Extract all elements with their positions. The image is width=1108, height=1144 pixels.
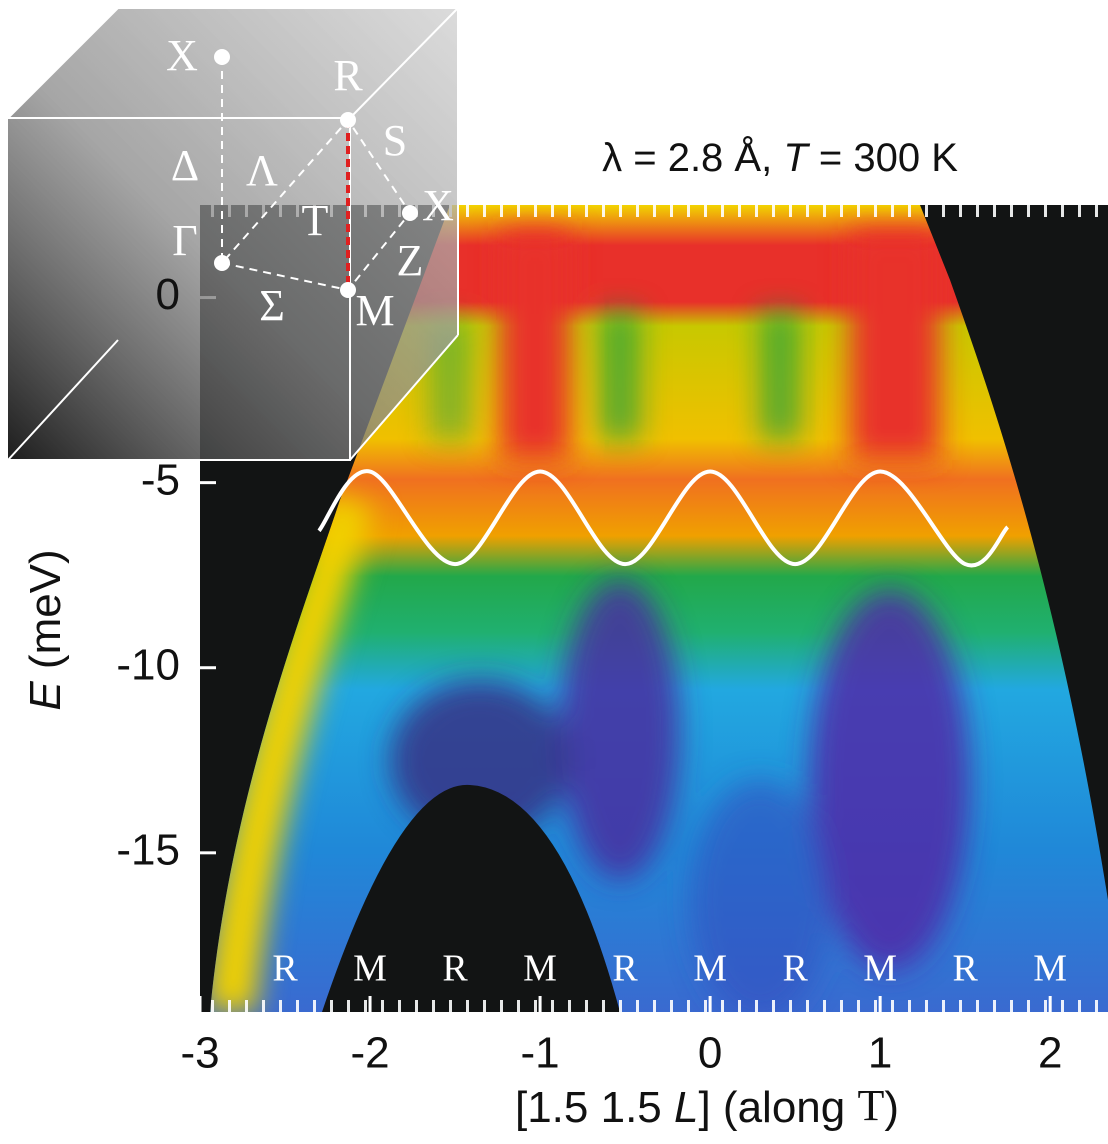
zone-point-label: R	[272, 948, 298, 990]
text-part: E	[21, 681, 70, 711]
figure: -3-2-1012λ = 2.8 Å, T = 300 K[1.5 1.5 L]…	[0, 0, 1108, 1144]
zone-point	[214, 255, 230, 271]
x-tick-label: 1	[868, 1029, 892, 1078]
zone-point	[340, 282, 356, 298]
zone-label: Z	[397, 236, 424, 285]
y-tick-label: -15	[116, 825, 180, 874]
x-tick-label: -2	[350, 1029, 389, 1078]
zone-label: X	[166, 31, 198, 80]
text-part: T	[783, 136, 810, 180]
text-part: = 300 K	[808, 136, 958, 180]
minor-ticks	[200, 1000, 1108, 1012]
zone-label: T	[302, 196, 329, 245]
x-label-parts: [1.5 1.5 L] (along T)	[515, 1081, 899, 1132]
title-parts: λ = 2.8 Å, T = 300 K	[602, 135, 958, 180]
zone-point-label: R	[612, 948, 638, 990]
text-part: L	[674, 1083, 698, 1132]
text-part: )	[884, 1083, 899, 1132]
zone-point-label: R	[782, 948, 808, 990]
x-tick-label: 2	[1038, 1029, 1062, 1078]
y-tick-label: -10	[116, 640, 180, 689]
zone-point-label: M	[693, 948, 727, 990]
zone-point-label: R	[442, 948, 468, 990]
zone-point-label: M	[1033, 948, 1067, 990]
text-part: T	[857, 1081, 884, 1130]
text-part: λ = 2.8 Å,	[602, 135, 783, 180]
zone-label: M	[355, 286, 394, 335]
y-tick-label: 0	[156, 270, 180, 319]
zone-point	[402, 205, 418, 221]
zone-point-label: M	[863, 948, 897, 990]
zone-label: X	[422, 181, 454, 230]
text-part: [1.5 1.5	[515, 1083, 674, 1132]
zone-label: Λ	[246, 146, 278, 195]
zone-point	[214, 49, 230, 65]
zone-label: R	[333, 51, 363, 100]
page: -3-2-1012λ = 2.8 Å, T = 300 K[1.5 1.5 L]…	[0, 0, 1108, 1144]
zone-point	[340, 112, 356, 128]
zone-point-label: R	[952, 948, 978, 990]
y-label-parts: E (meV)	[21, 549, 70, 710]
x-tick-label: 0	[698, 1029, 722, 1078]
x-tick-label: -3	[180, 1029, 219, 1078]
zone-label: Δ	[171, 141, 199, 190]
text-part: ] (along	[698, 1083, 857, 1132]
y-tick-label: -5	[141, 455, 180, 504]
zone-label: S	[383, 116, 407, 165]
text-part: (meV)	[21, 549, 70, 681]
zone-point-label: M	[353, 948, 387, 990]
zone-point-label: M	[523, 948, 557, 990]
x-tick-label: -1	[521, 1029, 560, 1078]
zone-label: Σ	[259, 281, 285, 330]
zone-label: Γ	[172, 216, 197, 265]
